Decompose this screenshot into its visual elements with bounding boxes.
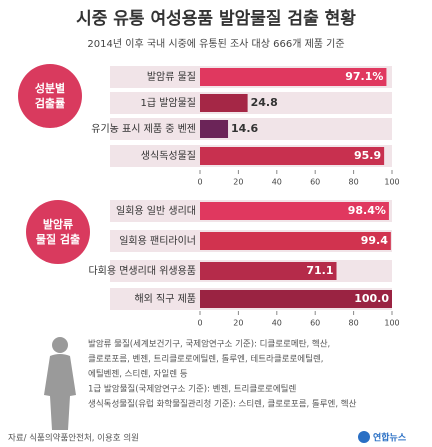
bar — [200, 202, 389, 220]
bar — [200, 262, 337, 280]
value-label: 14.6 — [231, 122, 258, 135]
value-label: 99.4 — [361, 234, 388, 247]
category-label: 유기농 표시 제품 중 벤젠 — [91, 123, 196, 135]
category-label: 해외 직구 제품 — [134, 292, 196, 305]
row-band — [110, 92, 392, 114]
bar — [200, 147, 385, 165]
value-label: 97.1% — [345, 70, 383, 83]
category-label: 일회용 일반 생리대 — [116, 205, 196, 217]
x-tick-label: 80 — [349, 178, 359, 187]
bar — [200, 94, 248, 112]
value-label: 24.8 — [251, 96, 278, 109]
group-label: 물질 검출 — [36, 232, 80, 246]
value-label: 95.9 — [354, 149, 381, 162]
x-tick-label: 0 — [197, 319, 202, 328]
value-label: 71.1 — [306, 264, 333, 277]
note: 에틸벤젠, 스티렌, 자일렌 등 — [88, 369, 188, 380]
category-label: 다회용 면생리대 위생용품 — [88, 264, 196, 277]
source: 자료/ 식품의약품안전처, 이용호 의원 — [8, 433, 139, 444]
group-label: 발암류 — [43, 217, 73, 231]
group-badge — [26, 200, 90, 264]
group-badge — [18, 64, 82, 128]
x-tick-label: 20 — [233, 178, 243, 187]
x-tick-label: 20 — [233, 319, 243, 328]
group-label: 검출률 — [35, 96, 65, 110]
x-tick-label: 80 — [349, 319, 359, 328]
logo — [358, 431, 370, 443]
value-label: 100.0 — [354, 292, 389, 305]
x-tick-label: 60 — [310, 319, 320, 328]
note: 발암류 물질(세계보건기구, 국제암연구소 기준): 디클로로메탄, 헥산, — [88, 339, 330, 350]
bar — [200, 232, 391, 250]
x-tick-label: 100 — [384, 178, 399, 187]
value-label: 98.4% — [348, 204, 386, 217]
note: 클로로포름, 벤젠, 트리클로로에틸렌, 톨루엔, 테트라클로로에틸렌, — [88, 354, 323, 365]
x-tick-label: 40 — [272, 178, 282, 187]
category-label: 발암류 물질 — [147, 71, 196, 83]
note: 생식독성물질(유럽 화학물질관리청 기준): 스티렌, 클로로포름, 톨루엔, … — [88, 399, 357, 410]
x-tick-label: 100 — [384, 319, 399, 328]
category-label: 생식독성물질 — [141, 150, 196, 162]
bar — [200, 290, 392, 308]
subtitle: 2014년 이후 국내 시중에 유통된 조사 대상 666개 제품 기준 — [87, 38, 344, 50]
bar — [200, 68, 387, 86]
x-tick-label: 40 — [272, 319, 282, 328]
title: 시중 유통 여성용품 발암물질 검출 현황 — [76, 8, 356, 29]
category-label: 일회용 팬티라이너 — [119, 235, 196, 247]
x-tick-label: 60 — [310, 178, 320, 187]
bar — [200, 120, 229, 138]
silhouette — [44, 337, 76, 430]
row-band — [110, 118, 392, 140]
note: 1급 발암물질(국제암연구소 기준): 벤젠, 트리클로로에틸렌 — [88, 384, 296, 395]
category-label: 1급 발암물질 — [140, 97, 196, 109]
group-label: 성분별 — [35, 81, 65, 95]
credit: 연합뉴스 — [373, 432, 407, 444]
x-tick-label: 0 — [197, 178, 202, 187]
